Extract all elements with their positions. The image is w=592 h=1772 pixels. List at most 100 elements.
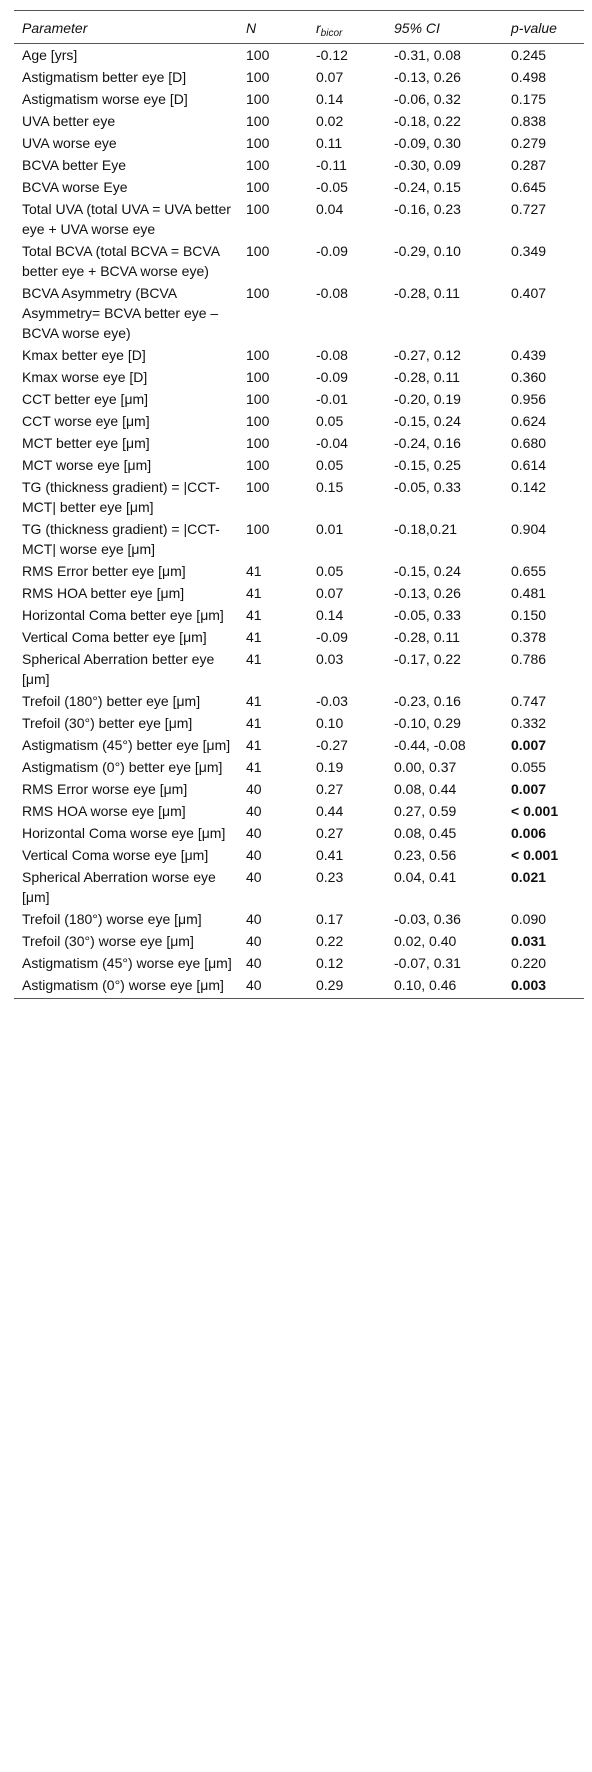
table-cell: 100 <box>246 413 270 429</box>
table-cell: Trefoil (30°) better eye [μm] <box>22 715 193 731</box>
table-cell: RMS Error worse eye [μm] <box>22 781 188 797</box>
table-row: Astigmatism (0°) worse eye [μm] 40 0.29 0.1… <box>14 974 584 999</box>
table-cell: -0.09, 0.30 <box>394 135 461 151</box>
table-cell: 0.14 <box>316 607 344 623</box>
table-cell: Astigmatism (45°) better eye [μm] <box>22 737 231 753</box>
table-cell: 100 <box>246 435 270 451</box>
table-cell: RMS HOA worse eye [μm] <box>22 803 186 819</box>
table-cell: 0.021 <box>511 869 547 885</box>
table-cell: 0.786 <box>511 651 547 667</box>
table-cell: 100 <box>246 521 270 537</box>
table-cell: -0.13, 0.26 <box>394 585 461 601</box>
table-row: Astigmatism (0°) better eye [μm] 41 0.19 0.… <box>14 756 584 778</box>
table-cell: Total BCVA (total BCVA = BCVA better eye… <box>22 243 220 279</box>
table-cell: 40 <box>246 803 262 819</box>
table-row: TG (thickness gradient) = |CCT-MCT| bett… <box>14 476 584 518</box>
table-cell: TG (thickness gradient) = |CCT-MCT| wors… <box>22 521 220 557</box>
table-row: Spherical Aberration worse eye [μm] 40 0.2… <box>14 866 584 908</box>
table-cell: 0.838 <box>511 113 547 129</box>
table-cell: Age [yrs] <box>22 47 78 63</box>
table-row: RMS HOA worse eye [μm] 40 0.44 0.27, 0.59 < … <box>14 800 584 822</box>
table-cell: -0.09 <box>316 369 348 385</box>
table-cell: Spherical Aberration better eye [μm] <box>22 651 215 687</box>
table-cell: 100 <box>246 135 270 151</box>
table-cell: BCVA worse Eye <box>22 179 128 195</box>
table-cell: 0.11 <box>316 135 343 151</box>
table-cell: -0.03 <box>316 693 348 709</box>
table-cell: UVA worse eye <box>22 135 117 151</box>
header-cell: rbicor <box>308 10 386 44</box>
table-cell: 100 <box>246 457 270 473</box>
table-row: RMS Error better eye [μm] 41 0.05 -0.15, 0.… <box>14 560 584 582</box>
table-cell: 0.055 <box>511 759 547 775</box>
table-cell: CCT better eye [μm] <box>22 391 149 407</box>
table-cell: -0.09 <box>316 629 348 645</box>
table-cell: 0.12 <box>316 955 344 971</box>
table-cell: 0.27 <box>316 781 344 797</box>
table-cell: -0.44, -0.08 <box>394 737 466 753</box>
table-cell: 0.624 <box>511 413 547 429</box>
table-cell: 0.00, 0.37 <box>394 759 457 775</box>
table-cell: -0.12 <box>316 47 348 63</box>
table-cell: 0.14 <box>316 91 344 107</box>
table-cell: 0.44 <box>316 803 344 819</box>
table-cell: 0.05 <box>316 563 344 579</box>
table-row: TG (thickness gradient) = |CCT-MCT| wors… <box>14 518 584 560</box>
table-cell: -0.30, 0.09 <box>394 157 461 173</box>
table-cell: -0.10, 0.29 <box>394 715 461 731</box>
table-cell: 0.01 <box>316 521 344 537</box>
table-cell: 40 <box>238 974 308 999</box>
table-row: Trefoil (180°) better eye [μm] 41 -0.03 -0.… <box>14 690 584 712</box>
table-cell: 0.439 <box>511 347 547 363</box>
table-cell: 41 <box>246 585 262 601</box>
table-cell: -0.03, 0.36 <box>394 911 461 927</box>
table-row: Horizontal Coma worse eye [μm] 40 0.27 0.08… <box>14 822 584 844</box>
table-cell: 0.10, 0.46 <box>386 974 503 999</box>
table-cell: 0.031 <box>511 933 547 949</box>
table-row: Trefoil (180°) worse eye [μm] 40 0.17 -0.03… <box>14 908 584 930</box>
table-cell: 0.175 <box>511 91 547 107</box>
table-cell: 0.29 <box>308 974 386 999</box>
table-cell: 0.614 <box>511 457 547 473</box>
table-row: CCT worse eye [μm] 100 0.05 -0.15, 0.24 0.62… <box>14 410 584 432</box>
table-cell: 100 <box>246 91 270 107</box>
table-cell: 0.279 <box>511 135 547 151</box>
table-cell: -0.13, 0.26 <box>394 69 461 85</box>
table-cell: 40 <box>246 933 262 949</box>
table-cell: -0.05 <box>316 179 348 195</box>
table-cell: 0.481 <box>511 585 547 601</box>
table-row: BCVA worse Eye 100 -0.05 -0.24, 0.15 0.645 <box>14 176 584 198</box>
table-cell: Astigmatism better eye [D] <box>22 69 187 85</box>
table-cell: 100 <box>246 285 270 301</box>
table-cell: 0.006 <box>511 825 547 841</box>
table-row: Trefoil (30°) better eye [μm] 41 0.10 -0.10… <box>14 712 584 734</box>
table-cell: -0.24, 0.16 <box>394 435 461 451</box>
table-cell: 0.007 <box>511 737 547 753</box>
table-cell: MCT worse eye [μm] <box>22 457 152 473</box>
table-row: UVA better eye 100 0.02 -0.18, 0.22 0.838 <box>14 110 584 132</box>
table-cell: -0.18, 0.22 <box>394 113 461 129</box>
table-cell: TG (thickness gradient) = |CCT-MCT| bett… <box>22 479 220 515</box>
table-cell: 0.090 <box>511 911 547 927</box>
table-cell: 100 <box>246 479 270 495</box>
table-row: MCT better eye [μm] 100 -0.04 -0.24, 0.16 0.… <box>14 432 584 454</box>
table-cell: 0.17 <box>316 911 344 927</box>
table-cell: < 0.001 <box>511 803 559 819</box>
table-cell: 100 <box>246 113 270 129</box>
table-cell: Kmax better eye [D] <box>22 347 146 363</box>
table-cell: 0.407 <box>511 285 547 301</box>
table-cell: -0.15, 0.25 <box>394 457 461 473</box>
table-cell: 0.498 <box>511 69 547 85</box>
table-cell: -0.24, 0.15 <box>394 179 461 195</box>
table-cell: 0.747 <box>511 693 547 709</box>
table-cell: 41 <box>246 759 262 775</box>
table-cell: CCT worse eye [μm] <box>22 413 150 429</box>
table-cell: 0.02 <box>316 113 344 129</box>
table-cell: 0.23, 0.56 <box>394 847 457 863</box>
table-row: Vertical Coma worse eye [μm] 40 0.41 0.23, … <box>14 844 584 866</box>
table-cell: 100 <box>246 243 270 259</box>
table-row: Kmax worse eye [D] 100 -0.09 -0.28, 0.11 0.3… <box>14 366 584 388</box>
table-cell: 41 <box>246 607 262 623</box>
table-cell: 0.03 <box>316 651 344 667</box>
table-cell: 100 <box>246 347 270 363</box>
